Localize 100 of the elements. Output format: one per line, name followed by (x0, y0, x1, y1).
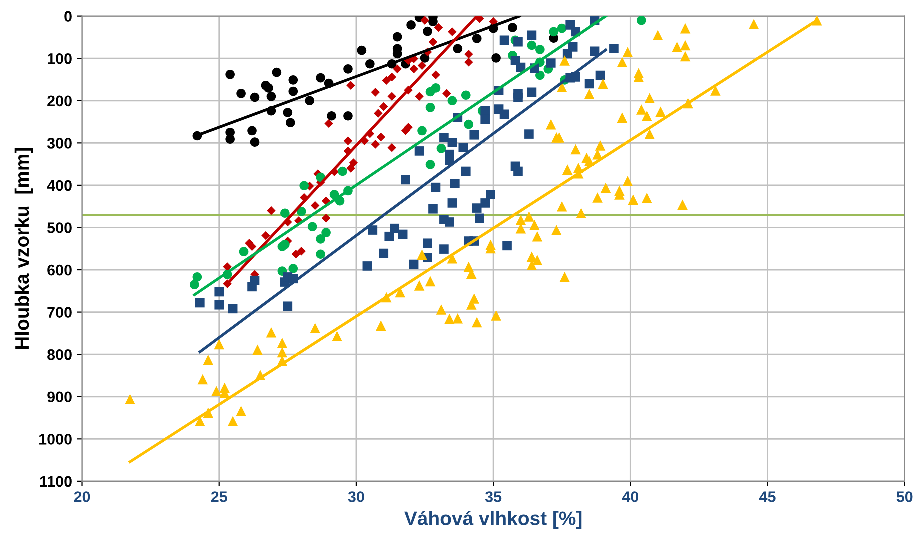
point (536, 70, 545, 80)
point (316, 73, 326, 83)
point (410, 64, 418, 74)
point (448, 96, 458, 106)
point (308, 222, 318, 232)
point (280, 240, 290, 250)
point (344, 111, 353, 121)
point (236, 89, 246, 98)
point (527, 40, 537, 50)
y-tick-label: 100 (48, 53, 72, 64)
point (406, 20, 416, 30)
y-tick-label: 1000 (40, 434, 72, 445)
point (297, 247, 306, 256)
y-tick-label: 400 (47, 180, 72, 192)
y-tick-label: 0 (64, 11, 72, 22)
point (393, 64, 402, 74)
point (322, 196, 331, 206)
point (190, 280, 200, 290)
x-tick-label: 35 (485, 492, 502, 502)
point (296, 207, 306, 216)
y-tick-label: 600 (48, 264, 72, 276)
point (288, 76, 298, 85)
point (442, 89, 452, 98)
point (636, 16, 646, 26)
point (448, 28, 457, 36)
point (264, 84, 274, 93)
point (266, 92, 276, 102)
point (557, 24, 567, 34)
point (434, 23, 444, 32)
point (536, 45, 545, 54)
y-tick-label: 800 (48, 349, 72, 360)
point (283, 108, 293, 118)
point (371, 88, 380, 97)
point (464, 58, 474, 67)
point (472, 34, 482, 44)
y-tick-label: 700 (48, 307, 72, 318)
point (322, 214, 331, 223)
point (239, 247, 249, 256)
point (475, 16, 484, 24)
point (316, 234, 326, 244)
point (344, 64, 353, 74)
point (366, 59, 375, 69)
point (418, 61, 427, 70)
point (324, 119, 334, 128)
point (379, 102, 388, 112)
point (327, 111, 336, 121)
x-tick-label: 40 (622, 492, 639, 502)
y-tick-label: 200 (48, 96, 72, 107)
point (382, 76, 392, 85)
point (310, 201, 320, 210)
point (420, 16, 430, 25)
point (346, 81, 356, 90)
point (426, 160, 436, 170)
point (223, 262, 232, 272)
point (388, 72, 396, 82)
point (418, 126, 427, 136)
point (280, 208, 290, 218)
point (272, 68, 282, 78)
y-axis-title: Hloubka vzorku [mm] (14, 148, 33, 350)
point (415, 92, 424, 102)
point (464, 120, 474, 130)
point (549, 27, 559, 37)
point (300, 181, 310, 191)
point (250, 138, 260, 147)
point (248, 126, 257, 136)
point (388, 143, 396, 152)
point (226, 134, 235, 144)
point (344, 136, 353, 146)
point (388, 92, 396, 102)
point (453, 44, 463, 54)
point (267, 206, 276, 216)
x-tick-label: 30 (348, 492, 364, 502)
point (401, 126, 410, 136)
x-tick-label: 50 (896, 492, 913, 502)
x-tick-label: 20 (74, 492, 90, 502)
point (305, 96, 315, 106)
point (464, 50, 474, 59)
point (492, 54, 501, 63)
y-tick-label: 900 (48, 392, 72, 403)
point (371, 140, 380, 149)
point (288, 86, 298, 96)
y-tick-label: 500 (48, 222, 72, 234)
point (357, 46, 367, 56)
point (431, 84, 441, 93)
point (192, 272, 202, 282)
point (226, 70, 235, 80)
point (423, 26, 432, 36)
x-tick-label: 45 (759, 492, 776, 502)
point (262, 231, 270, 240)
point (349, 158, 358, 168)
point (250, 92, 260, 102)
x-axis-title: Váhová vlhkost [%] (404, 510, 582, 530)
point (286, 118, 296, 128)
point (322, 228, 331, 238)
point (376, 132, 386, 142)
point (338, 166, 348, 176)
y-tick-label: 1100 (40, 476, 72, 488)
point (288, 264, 298, 274)
point (292, 250, 301, 259)
point (420, 54, 430, 63)
